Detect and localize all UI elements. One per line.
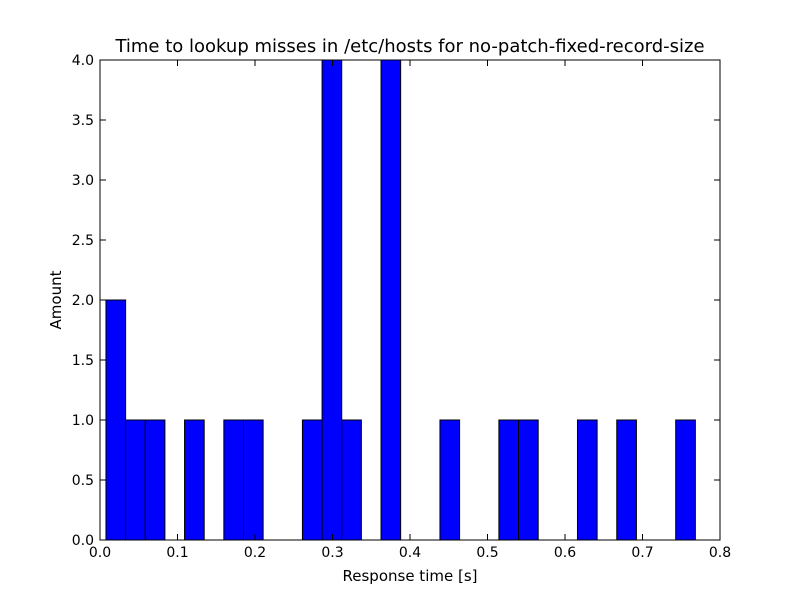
histogram-bar xyxy=(105,299,127,541)
x-tick-label: 0.6 xyxy=(554,545,576,561)
histogram-bar xyxy=(576,419,598,541)
histogram-bar xyxy=(321,59,343,541)
histogram-bar xyxy=(301,419,323,541)
histogram-bar xyxy=(125,419,146,541)
y-tick-label: 4.0 xyxy=(72,53,94,69)
x-tick-label: 0.3 xyxy=(321,545,343,561)
y-tick-label: 3.5 xyxy=(72,113,94,129)
histogram-bar xyxy=(675,419,696,541)
histogram-bar xyxy=(341,419,362,541)
histogram-bar xyxy=(184,419,205,541)
x-tick-label: 0.7 xyxy=(631,545,653,561)
histogram-bar xyxy=(242,419,264,541)
histogram-bar xyxy=(439,419,461,541)
x-tick-label: 0.5 xyxy=(476,545,498,561)
y-tick-label: 2.0 xyxy=(72,293,94,309)
histogram-bar xyxy=(518,419,539,541)
x-tick-label: 0.4 xyxy=(399,545,421,561)
y-axis-ticks: 0.0 0.5 1.0 1.5 2.0 2.5 3.0 3.5 4.0 xyxy=(72,53,720,549)
chart-title: Time to lookup misses in /etc/hosts for … xyxy=(114,36,704,57)
y-tick-label: 0.0 xyxy=(72,533,94,549)
histogram-bar xyxy=(616,419,637,541)
y-tick-label: 2.5 xyxy=(72,233,94,249)
histogram-bar xyxy=(380,59,402,541)
x-axis-ticks: 0.0 0.1 0.2 0.3 0.4 0.5 0.6 0.7 0.8 xyxy=(89,60,731,561)
y-tick-label: 0.5 xyxy=(72,473,94,489)
x-tick-label: 0.2 xyxy=(244,545,266,561)
y-tick-label: 1.5 xyxy=(72,353,94,369)
histogram-bar xyxy=(223,419,244,541)
y-tick-label: 3.0 xyxy=(72,173,94,189)
x-tick-label: 0.8 xyxy=(709,545,731,561)
histogram-bar xyxy=(498,419,520,541)
histogram-bar xyxy=(144,419,166,541)
y-tick-label: 1.0 xyxy=(72,413,94,429)
x-tick-label: 0.0 xyxy=(89,545,111,561)
y-axis-label: Amount xyxy=(47,270,65,329)
x-axis-label: Response time [s] xyxy=(343,567,478,585)
bars-group xyxy=(105,59,696,541)
x-tick-label: 0.1 xyxy=(166,545,188,561)
